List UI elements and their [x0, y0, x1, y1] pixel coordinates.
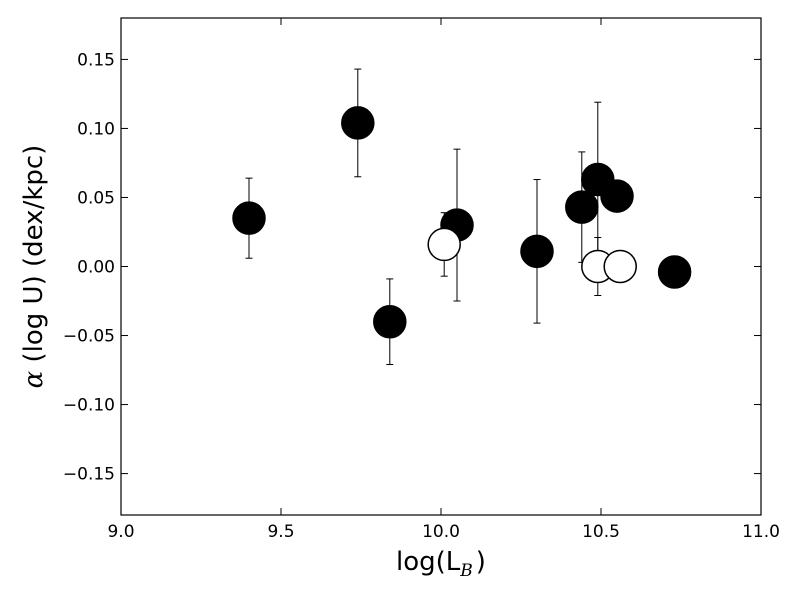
axis-ticks — [120, 18, 762, 515]
y-tick-label: 0.05 — [77, 188, 115, 208]
data-point-open — [427, 227, 461, 262]
plot-frame — [120, 17, 762, 516]
data-point-filled — [232, 201, 266, 235]
x-tick-label: 10.0 — [422, 522, 460, 542]
x-tick-label: 11.0 — [742, 522, 780, 542]
data-point-filled — [565, 190, 599, 224]
y-tick-label: −0.10 — [63, 396, 115, 416]
data-point-filled — [520, 234, 554, 269]
data-point-filled — [600, 179, 634, 213]
y-tick-label: 0.10 — [77, 119, 115, 139]
y-tick-label: 0.15 — [77, 50, 115, 70]
x-axis-label: log(LB) — [396, 547, 486, 581]
y-tick-label: −0.15 — [63, 465, 115, 485]
x-tick-label: 9.5 — [267, 522, 294, 542]
x-tick-label: 10.5 — [582, 522, 620, 542]
data-point-open — [603, 249, 637, 284]
data-markers — [232, 106, 692, 339]
data-point-filled — [341, 106, 375, 140]
data-point-filled — [657, 255, 692, 289]
x-tick-label: 9.0 — [107, 522, 134, 542]
y-tick-label: −0.05 — [63, 327, 115, 347]
data-point-filled — [373, 304, 407, 339]
tick-labels: 9.0 9.5 10.0 10.5 11.0 −0.15 −0.10 −0.05 0.00 0.0… — [63, 50, 780, 542]
y-tick-label: 0.00 — [77, 258, 115, 278]
y-axis-label: α (log U) (dex/kpc) — [19, 145, 49, 389]
